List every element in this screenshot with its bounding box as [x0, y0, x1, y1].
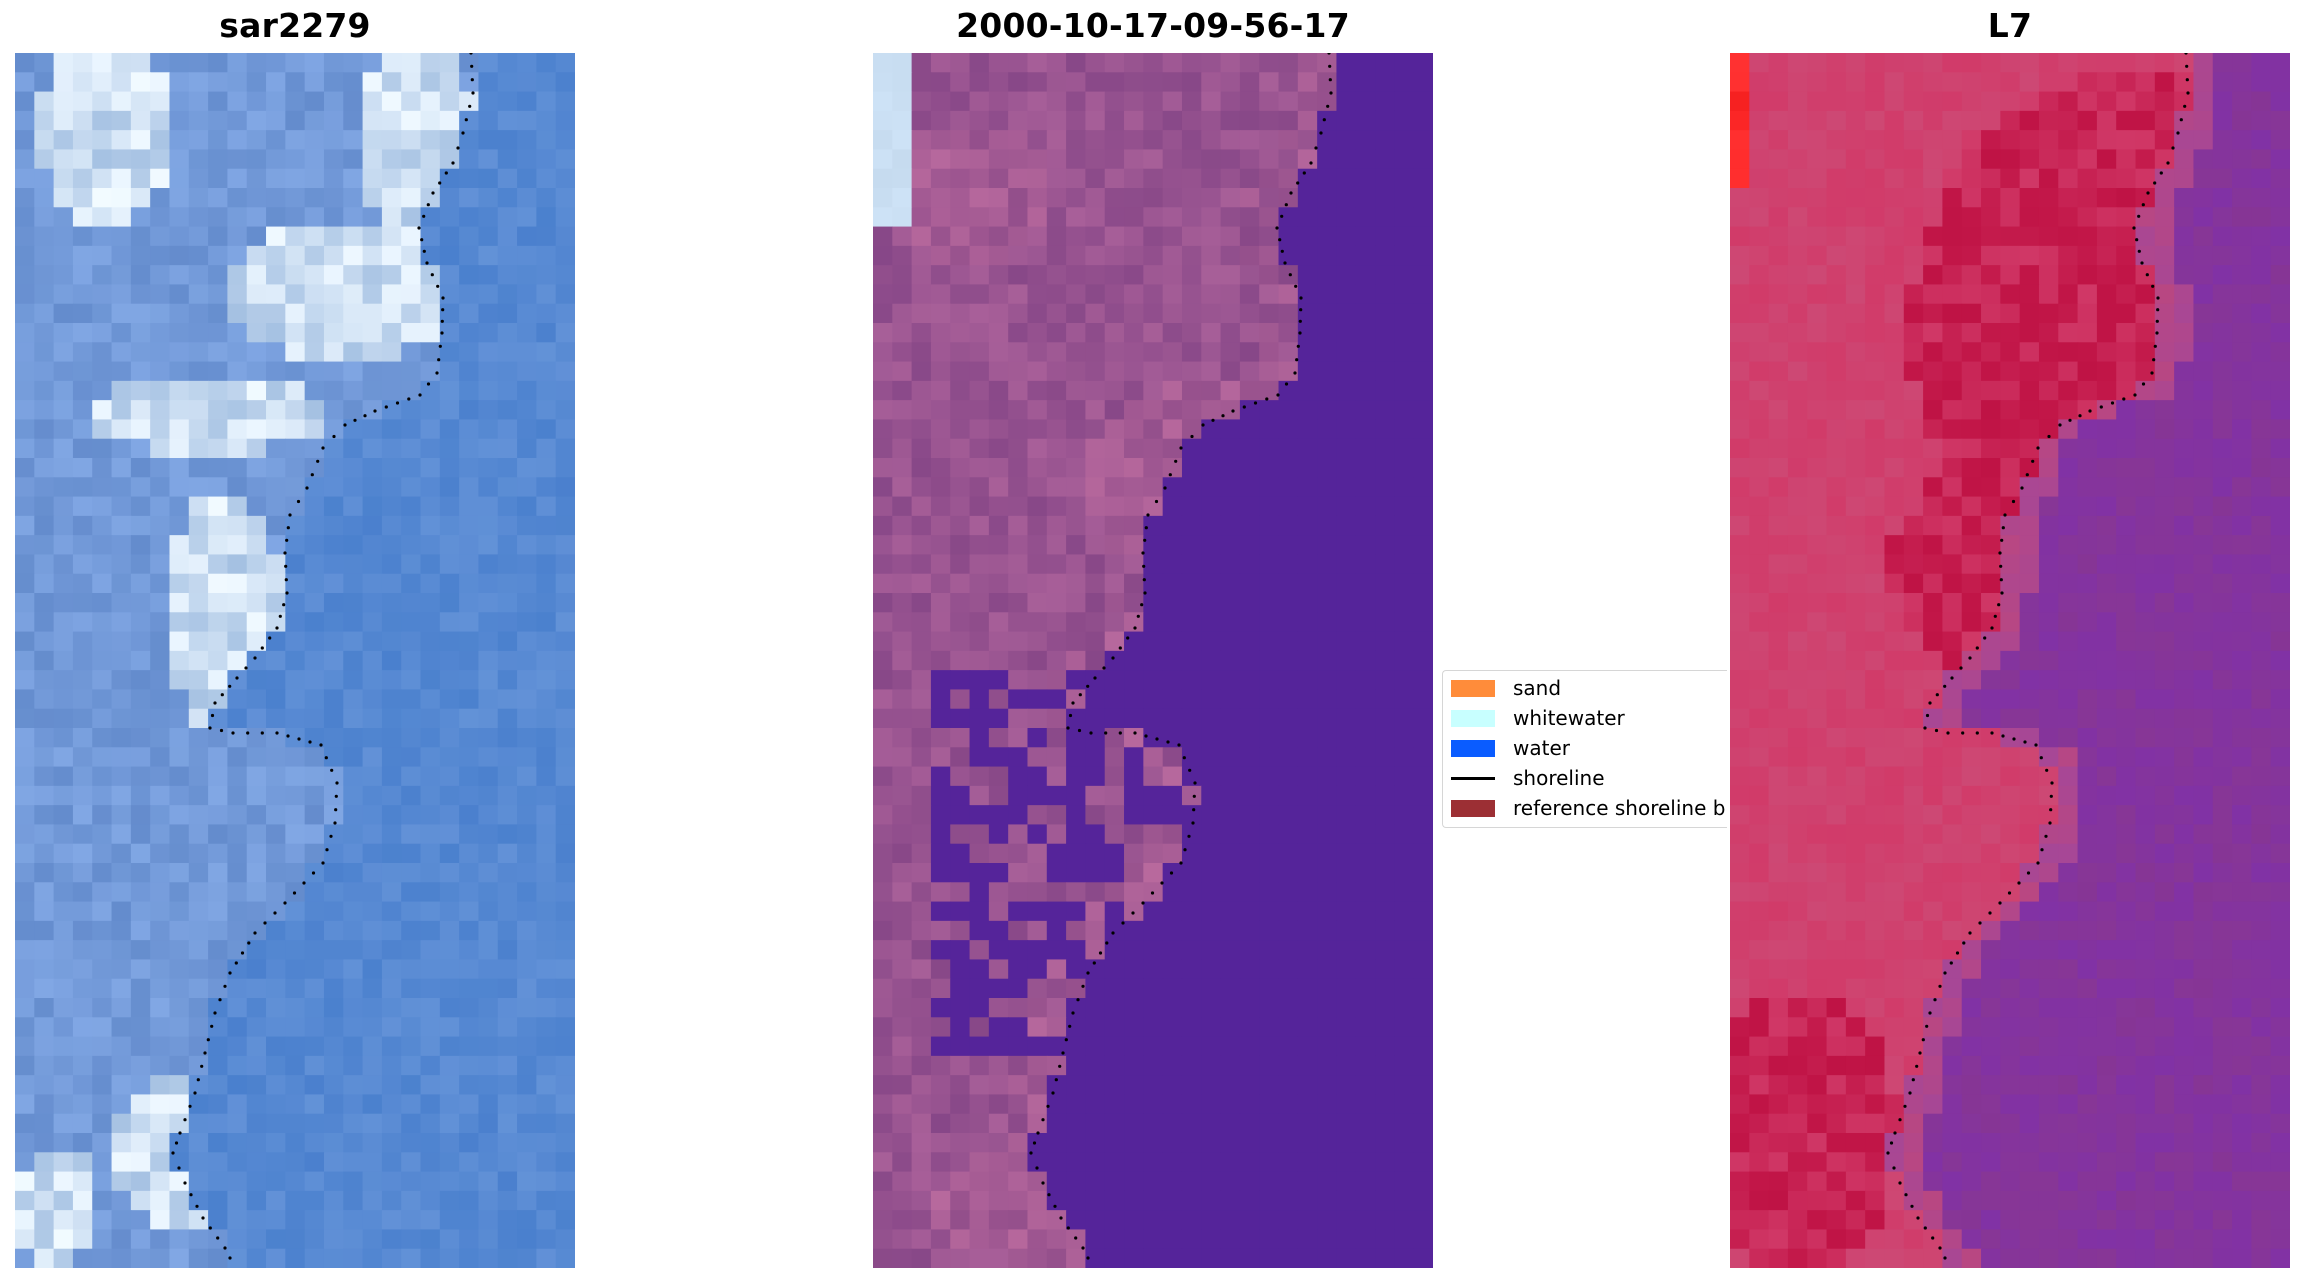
classified-image-panel [873, 53, 1433, 1268]
legend-label-sand: sand [1513, 676, 1562, 700]
panel-title-mndwi: L7 [1987, 6, 2033, 45]
classified-image [873, 53, 1433, 1268]
legend-item-shoreline: shoreline [1451, 765, 1605, 791]
shoreline-trace [171, 53, 475, 1260]
legend-item-sand: sand [1451, 675, 1561, 701]
legend-item-reference-shoreline: reference shoreline b [1451, 795, 1725, 821]
whitewater-swatch [1451, 709, 1495, 727]
rgb-image [15, 53, 575, 1268]
shoreline-trace [1886, 53, 2190, 1260]
legend-label-whitewater: whitewater [1513, 706, 1625, 730]
shoreline-trace [1029, 53, 1333, 1260]
legend-label-water: water [1513, 736, 1570, 760]
legend: sand whitewater water shoreline referenc… [1442, 670, 1727, 828]
sand-swatch [1451, 679, 1495, 697]
panel-title-rgb: sar2279 [219, 6, 371, 45]
legend-item-whitewater: whitewater [1451, 705, 1625, 731]
rgb-image-panel [15, 53, 575, 1268]
index-image-panel [1730, 53, 2290, 1268]
legend-label-reference-shoreline: reference shoreline b [1513, 796, 1726, 820]
legend-item-water: water [1451, 735, 1570, 761]
reference-shoreline-swatch [1451, 799, 1495, 817]
shoreline-line-swatch [1451, 776, 1495, 780]
index-image [1730, 53, 2290, 1268]
legend-label-shoreline: shoreline [1513, 766, 1605, 790]
panel-title-classified: 2000-10-17-09-56-17 [956, 6, 1350, 45]
water-swatch [1451, 739, 1495, 757]
